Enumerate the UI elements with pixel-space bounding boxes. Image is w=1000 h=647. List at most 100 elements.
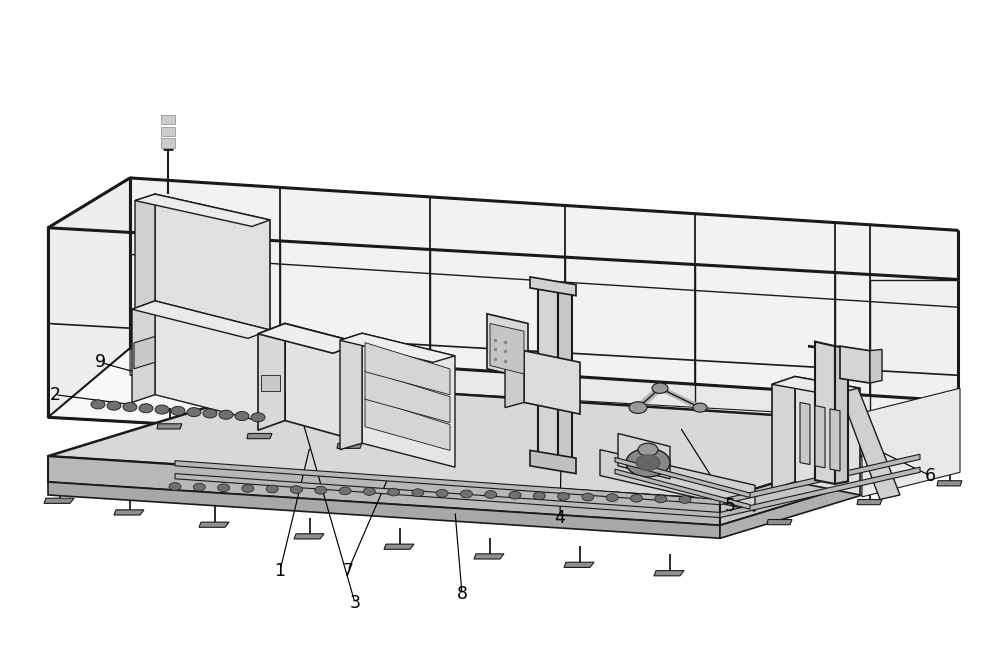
Circle shape (107, 401, 121, 410)
Circle shape (193, 483, 205, 491)
Polygon shape (524, 351, 580, 414)
Circle shape (679, 496, 691, 503)
Polygon shape (795, 377, 860, 495)
Polygon shape (132, 301, 155, 402)
Polygon shape (130, 178, 958, 401)
Polygon shape (815, 342, 835, 484)
Polygon shape (558, 288, 572, 467)
Polygon shape (840, 388, 900, 499)
Text: 9: 9 (94, 353, 106, 371)
Circle shape (436, 489, 448, 497)
Polygon shape (767, 520, 792, 525)
Polygon shape (247, 433, 272, 439)
Circle shape (652, 383, 668, 393)
Polygon shape (840, 346, 870, 383)
Polygon shape (285, 324, 360, 441)
Polygon shape (175, 461, 720, 505)
Circle shape (582, 493, 594, 501)
Polygon shape (800, 402, 810, 465)
Polygon shape (48, 456, 720, 525)
Polygon shape (135, 194, 270, 226)
Circle shape (630, 494, 642, 502)
Polygon shape (362, 333, 455, 467)
Circle shape (693, 403, 707, 412)
Circle shape (638, 443, 658, 456)
Polygon shape (48, 178, 130, 417)
Circle shape (123, 402, 137, 411)
Polygon shape (474, 554, 504, 559)
Circle shape (460, 490, 472, 498)
Polygon shape (530, 277, 576, 296)
Polygon shape (862, 388, 960, 497)
Circle shape (412, 489, 424, 497)
Circle shape (339, 487, 351, 495)
Circle shape (169, 483, 181, 490)
Polygon shape (830, 409, 840, 471)
Polygon shape (720, 427, 958, 525)
Polygon shape (175, 474, 720, 518)
Circle shape (558, 492, 570, 500)
Polygon shape (487, 314, 528, 378)
Polygon shape (937, 481, 962, 486)
Polygon shape (720, 454, 920, 505)
Text: 2: 2 (50, 386, 60, 404)
Circle shape (315, 487, 327, 494)
Polygon shape (772, 377, 795, 489)
Polygon shape (538, 283, 558, 467)
Circle shape (187, 408, 201, 417)
Polygon shape (615, 469, 750, 509)
Circle shape (219, 410, 233, 419)
Polygon shape (161, 115, 175, 124)
Polygon shape (857, 499, 882, 505)
Text: 5: 5 (724, 497, 736, 515)
Polygon shape (48, 482, 720, 538)
Circle shape (203, 409, 217, 418)
Polygon shape (618, 433, 670, 479)
Polygon shape (258, 324, 360, 353)
Polygon shape (530, 450, 576, 474)
Text: 3: 3 (350, 594, 360, 612)
Polygon shape (114, 510, 144, 515)
Polygon shape (365, 397, 450, 450)
Polygon shape (48, 228, 958, 468)
Polygon shape (337, 443, 362, 448)
Polygon shape (340, 333, 455, 362)
Text: 4: 4 (555, 509, 565, 527)
Circle shape (629, 402, 647, 413)
Circle shape (626, 448, 670, 477)
Polygon shape (365, 343, 450, 395)
Circle shape (242, 485, 254, 492)
Circle shape (155, 405, 169, 414)
Polygon shape (505, 351, 524, 408)
Circle shape (388, 488, 400, 496)
Circle shape (171, 406, 185, 415)
Circle shape (509, 491, 521, 499)
Polygon shape (134, 336, 155, 369)
Circle shape (636, 455, 660, 470)
Text: 8: 8 (456, 585, 468, 603)
Polygon shape (155, 194, 270, 391)
Polygon shape (48, 383, 958, 499)
Text: 6: 6 (924, 466, 936, 485)
Polygon shape (132, 301, 270, 338)
Polygon shape (600, 450, 755, 511)
Circle shape (139, 404, 153, 413)
Polygon shape (294, 534, 324, 539)
Circle shape (218, 484, 230, 492)
Polygon shape (157, 424, 182, 429)
Polygon shape (815, 406, 825, 468)
Polygon shape (340, 333, 362, 450)
Polygon shape (161, 127, 175, 136)
Circle shape (533, 492, 545, 499)
Circle shape (290, 486, 302, 494)
Polygon shape (384, 544, 414, 549)
Polygon shape (258, 324, 285, 430)
Polygon shape (835, 346, 848, 484)
Polygon shape (135, 194, 155, 369)
Polygon shape (490, 324, 524, 374)
Text: 1: 1 (274, 562, 286, 580)
Circle shape (363, 488, 375, 496)
Circle shape (235, 411, 249, 421)
Polygon shape (44, 498, 74, 503)
Polygon shape (772, 377, 860, 396)
